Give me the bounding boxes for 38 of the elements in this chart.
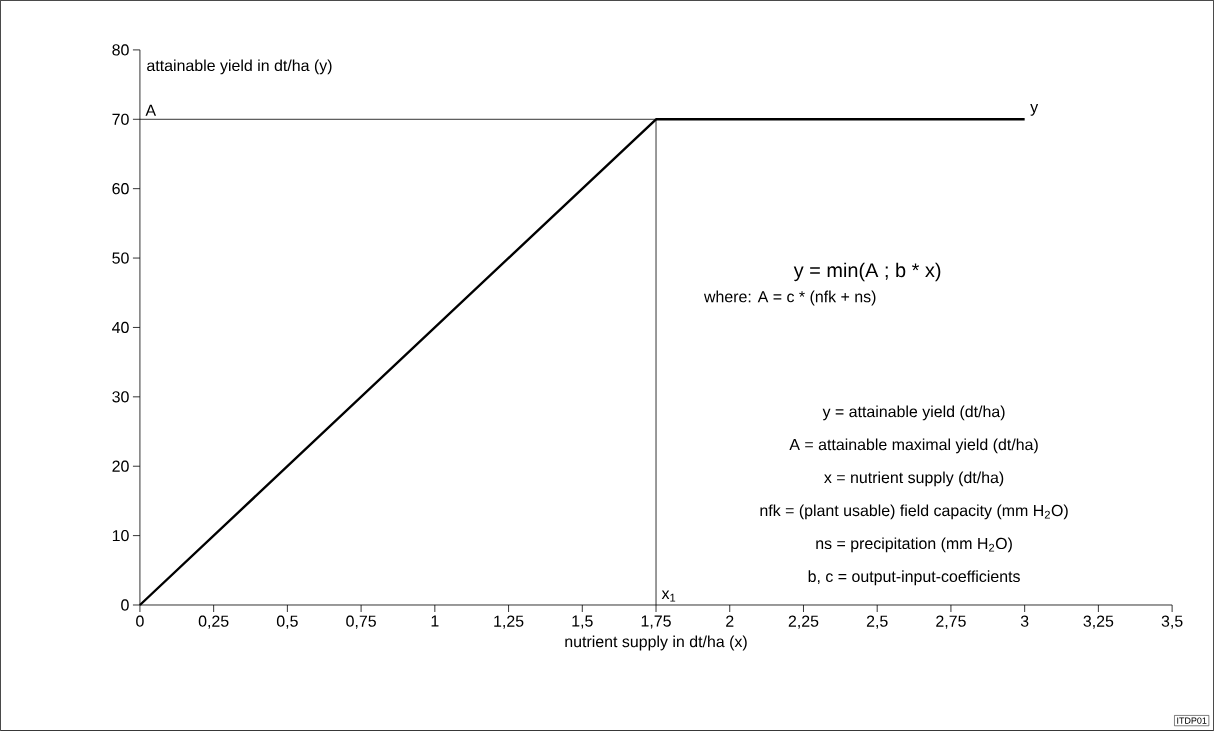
y-tick-label: 40 — [112, 321, 129, 334]
y-tick-label: 0 — [121, 599, 129, 611]
y-tick-label: 70 — [112, 113, 129, 125]
annotation: b, c = output-input-coefficients — [808, 570, 1020, 586]
annotation: A = attainable maximal yield (dt/ha) — [789, 438, 1038, 454]
x-tick-label: 0 — [136, 615, 144, 627]
x-tick-label: 1,25 — [494, 615, 524, 629]
text: ITDP01 — [1177, 717, 1207, 724]
y-tick-label: 20 — [112, 460, 129, 472]
x-tick-label: 2,75 — [936, 615, 966, 629]
x-tick-label: 0,25 — [198, 615, 229, 629]
x-tick-label: 1 — [431, 615, 439, 627]
x-tick-label: 3 — [1020, 615, 1029, 627]
y-tick-label: 10 — [112, 530, 129, 542]
annotation: x = nutrient supply (dt/ha) — [824, 471, 1004, 487]
annotation: where: A = c * (nfk + ns) — [703, 290, 876, 306]
x-tick-label: 3,5 — [1161, 615, 1183, 629]
annotation: y — [1030, 104, 1039, 116]
annotation: y = min(A ; b * x) — [793, 262, 941, 282]
annotation: y = attainable yield (dt/ha) — [822, 405, 1005, 421]
y-axis-title: attainable yield in dt/ha (y) — [147, 59, 332, 75]
y-tick-label: 50 — [112, 252, 129, 264]
x-tick-label: 2,25 — [788, 615, 819, 629]
x-tick-label: 3,25 — [1083, 615, 1114, 629]
x-tick-label: 2 — [726, 615, 734, 627]
x-tick-label: 1,5 — [572, 615, 593, 629]
y-tick-label: 30 — [112, 391, 129, 403]
x-tick-label: 2,5 — [866, 615, 888, 629]
annotation: x$_{1}$ — [661, 590, 676, 602]
y-tick-label: 80 — [112, 44, 129, 56]
annotation: A — [145, 104, 157, 116]
x-tick-label: 0,75 — [346, 615, 376, 629]
y-tick-label: 60 — [112, 183, 129, 195]
annotation: nfk = (plant usable) field capacity (mm H$_{2}$O) — [760, 504, 1068, 520]
x-tick-label: 1,75 — [641, 615, 671, 629]
annotation: ns = precipitation (mm H$_{2}$O) — [816, 537, 1012, 553]
x-tick-label: 0,5 — [276, 615, 298, 629]
x-axis-title: nutrient supply in dt/ha (x) — [565, 635, 747, 651]
